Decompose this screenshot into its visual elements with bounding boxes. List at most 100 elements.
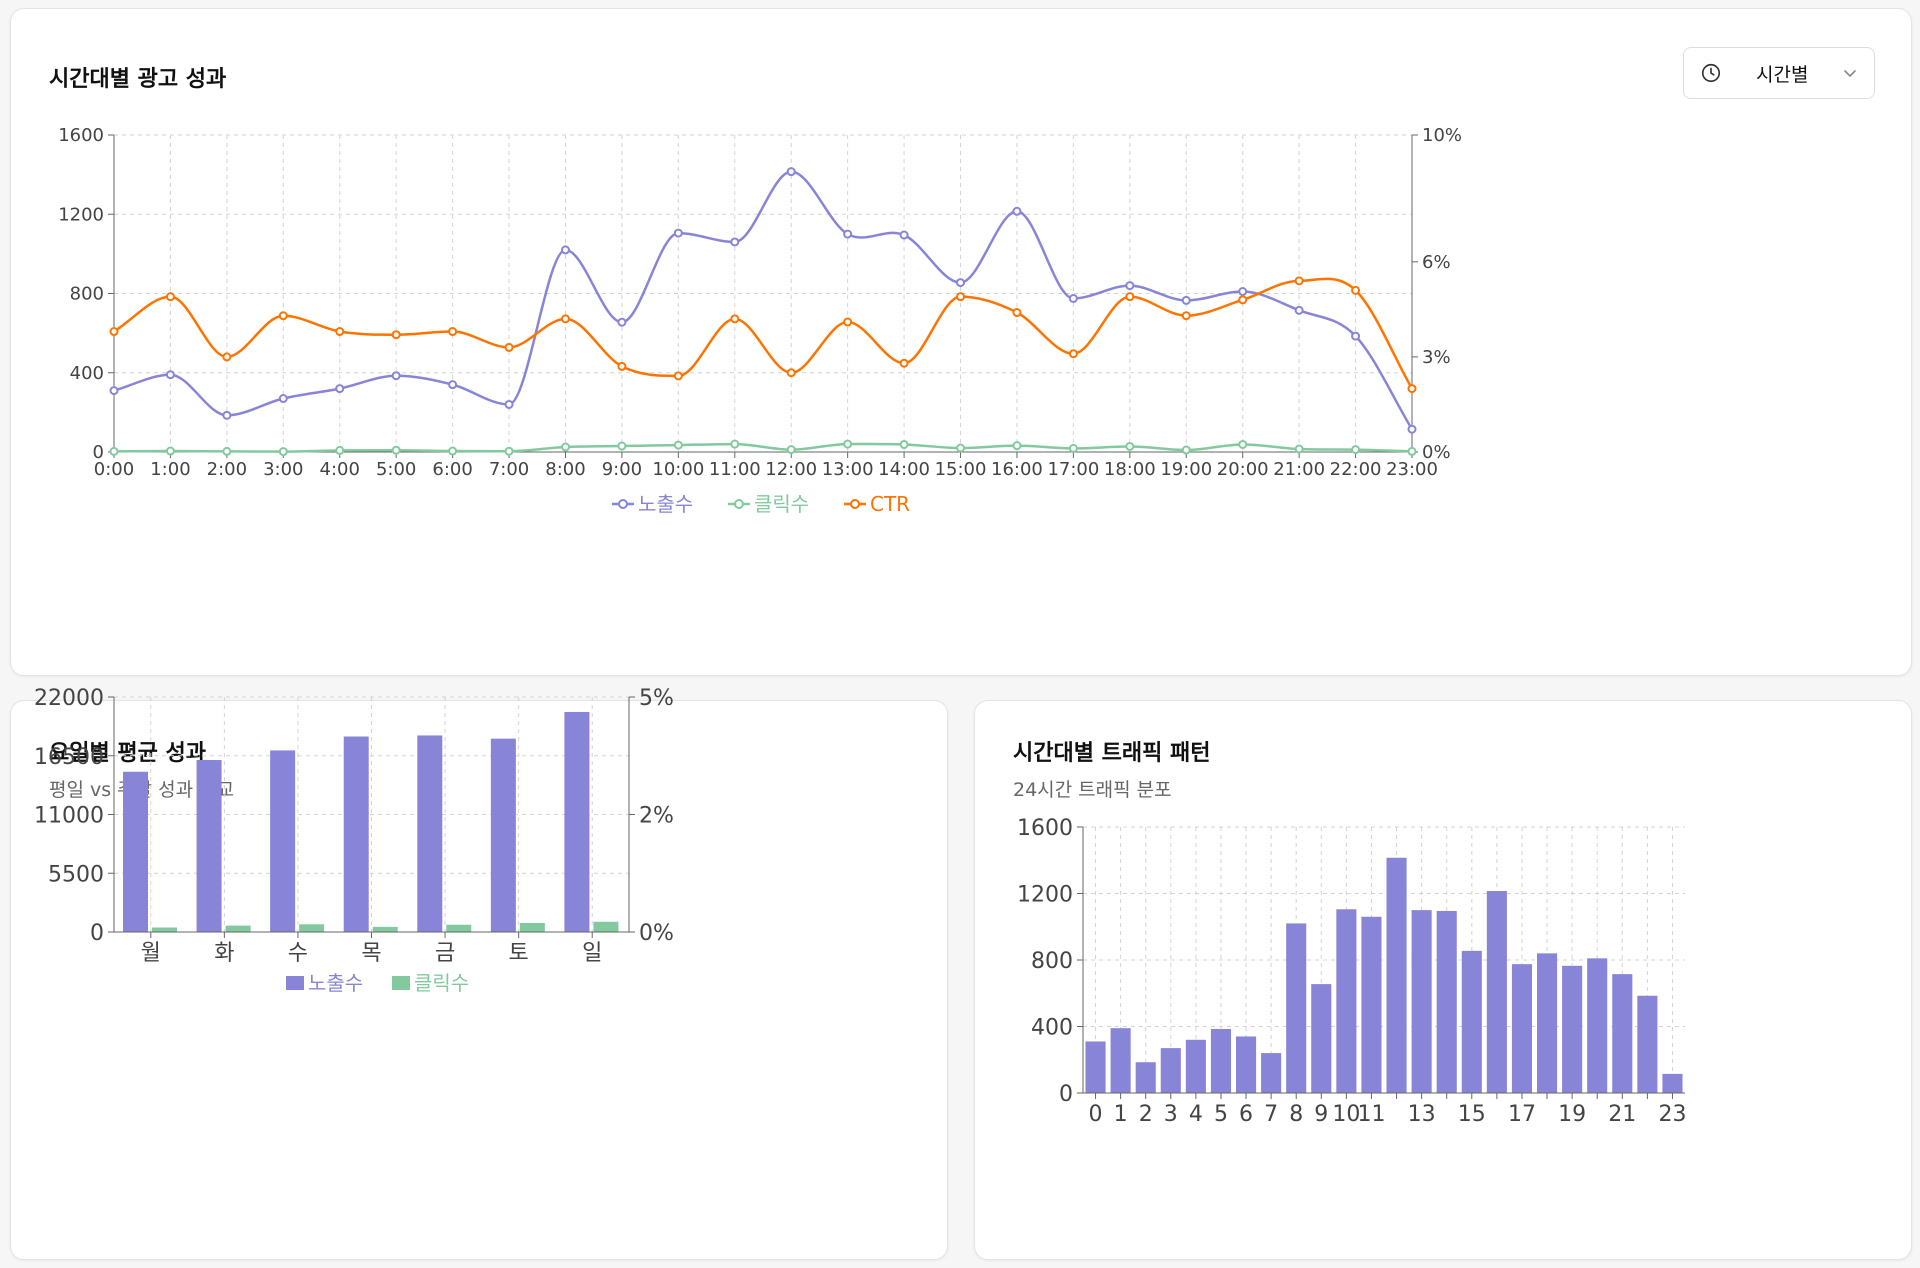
bar-clicks — [519, 923, 545, 932]
data-point-impressions — [899, 230, 909, 240]
data-point-ctr — [956, 292, 966, 302]
data-point-impressions — [843, 229, 853, 239]
data-point-clicks — [165, 446, 175, 456]
data-point-impressions — [1238, 287, 1248, 297]
data-point-clicks — [1294, 444, 1304, 454]
x-tick-label: 10 — [1332, 1102, 1360, 1127]
clock-icon — [1701, 63, 1721, 83]
x-tick-label: 월 — [141, 941, 161, 966]
bar-traffic — [1662, 1073, 1683, 1093]
data-point-ctr — [560, 314, 570, 324]
data-point-impressions — [165, 370, 175, 380]
data-point-ctr — [1351, 285, 1361, 295]
data-point-ctr — [1238, 295, 1248, 305]
x-tick-label: 13 — [1408, 1102, 1436, 1127]
data-point-impressions — [617, 317, 627, 327]
x-tick-label: 23:00 — [1386, 459, 1438, 480]
bar-traffic — [1537, 953, 1558, 1093]
bar-impressions — [196, 760, 222, 932]
bar-clicks — [446, 924, 472, 932]
bar-traffic — [1411, 910, 1432, 1093]
data-point-impressions — [1125, 281, 1135, 291]
data-point-ctr — [165, 292, 175, 302]
x-tick-label: 11:00 — [709, 459, 761, 480]
data-point-clicks — [786, 445, 796, 455]
x-tick-label: 18:00 — [1104, 459, 1156, 480]
data-point-clicks — [335, 445, 345, 455]
data-point-ctr — [391, 330, 401, 340]
x-tick-label: 6:00 — [432, 459, 472, 480]
data-point-clicks — [617, 441, 627, 451]
x-tick-label: 2:00 — [207, 459, 247, 480]
data-point-impressions — [1012, 206, 1022, 216]
data-point-impressions — [1294, 305, 1304, 315]
bar-traffic — [1461, 950, 1482, 1093]
x-tick-label: 15:00 — [935, 459, 987, 480]
y-tick-label: 0 — [1059, 1082, 1073, 1107]
x-tick-label: 15 — [1458, 1102, 1486, 1127]
traffic-pattern-card: 시간대별 트래픽 패턴 24시간 트래픽 분포 0 400 800 1200 1600 0… — [974, 700, 1912, 1260]
y-tick-label-right: 3% — [1422, 347, 1451, 368]
y-tick-label: 1600 — [1017, 816, 1073, 841]
x-tick-label: 17:00 — [1047, 459, 1099, 480]
y-tick-label-left: 11000 — [34, 804, 104, 829]
x-tick-label: 11 — [1357, 1102, 1385, 1127]
data-point-clicks — [730, 439, 740, 449]
data-point-clicks — [504, 446, 514, 456]
data-point-clicks — [956, 443, 966, 453]
hourly-line-chart: 0 400 800 1200 1600 0% 3% 6% 10% 0:00 1:00 2:00 3:00… — [58, 125, 1462, 516]
y-tick-label-left: 400 — [70, 363, 104, 384]
bar-traffic — [1160, 1048, 1181, 1093]
time-unit-dropdown[interactable]: 시간별 — [1683, 47, 1875, 99]
bar-impressions — [417, 735, 443, 932]
y-tick-label-left: 0 — [90, 921, 104, 946]
x-tick-label: 1:00 — [150, 459, 190, 480]
bar-traffic — [1261, 1053, 1282, 1093]
x-tick-label: 1 — [1114, 1102, 1128, 1127]
data-point-ctr — [448, 327, 458, 337]
bar-traffic — [1236, 1036, 1257, 1093]
data-point-clicks — [109, 446, 119, 456]
x-tick-label: 0 — [1089, 1102, 1103, 1127]
bar-clicks — [299, 924, 325, 932]
y-tick-label-right: 2% — [639, 804, 674, 829]
bar-traffic — [1637, 995, 1658, 1093]
data-point-clicks — [1125, 441, 1135, 451]
y-tick-label-right: 10% — [1422, 125, 1462, 146]
data-point-ctr — [1125, 292, 1135, 302]
x-tick-label: 21:00 — [1273, 459, 1325, 480]
legend-symbol-clicks — [392, 976, 410, 990]
y-tick-label-right: 0% — [639, 921, 674, 946]
hourly-card-title: 시간대별 광고 성과 — [49, 67, 227, 92]
x-tick-label: 7:00 — [489, 459, 529, 480]
traffic-card-subtitle: 24시간 트래픽 분포 — [1013, 779, 1172, 801]
data-point-ctr — [335, 327, 345, 337]
x-tick-label: 8 — [1289, 1102, 1303, 1127]
series-line-clicks — [113, 442, 1413, 453]
x-tick-label: 9:00 — [602, 459, 642, 480]
bar-traffic — [1612, 974, 1633, 1093]
data-point-impressions — [222, 410, 232, 420]
bar-traffic — [1185, 1039, 1206, 1093]
legend-label-clicks: 클릭수 — [754, 492, 809, 516]
x-tick-label: 16:00 — [991, 459, 1043, 480]
data-point-ctr — [843, 317, 853, 327]
x-tick-label: 19:00 — [1160, 459, 1212, 480]
x-tick-label: 6 — [1239, 1102, 1253, 1127]
data-point-clicks — [843, 439, 853, 449]
x-tick-label: 20:00 — [1217, 459, 1269, 480]
bar-traffic — [1361, 916, 1382, 1093]
data-point-clicks — [1012, 441, 1022, 451]
bar-traffic — [1135, 1062, 1156, 1093]
data-point-ctr — [1407, 384, 1417, 394]
data-point-impressions — [278, 394, 288, 404]
data-point-impressions — [673, 228, 683, 238]
x-tick-label: 22:00 — [1330, 459, 1382, 480]
data-point-clicks — [1351, 445, 1361, 455]
y-tick-label-left: 5500 — [48, 862, 104, 887]
data-point-impressions — [1181, 295, 1191, 305]
data-point-impressions — [730, 237, 740, 247]
bar-traffic — [1311, 984, 1332, 1093]
legend-symbol-impressions — [286, 976, 304, 990]
